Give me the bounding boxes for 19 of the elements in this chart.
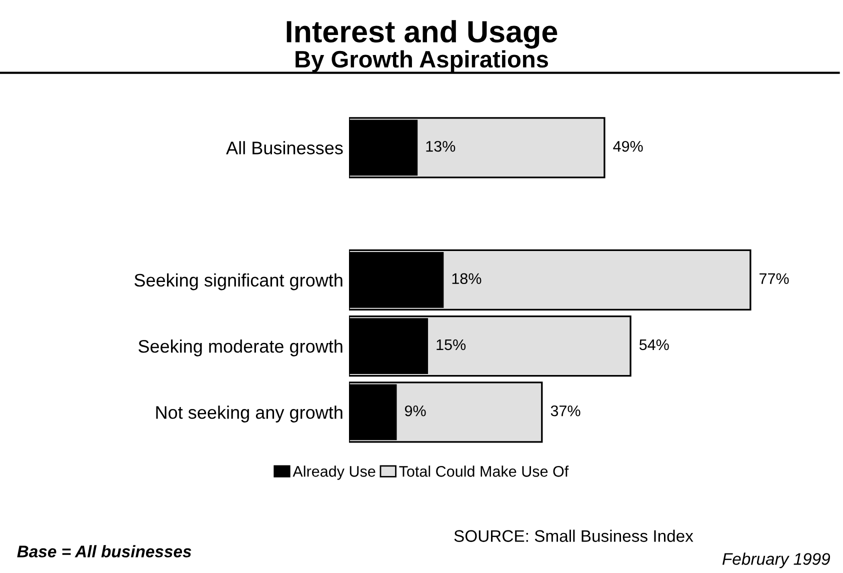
y-tick-label: Seeking moderate growth [138,339,342,356]
text: February 1999 [722,552,830,568]
data-label: 37% [550,405,580,416]
chart-title: Interest and Usage [286,20,558,49]
legend-label: Total Could Make Use Of [399,466,569,477]
y-tick-label: Not seeking any growth [156,406,342,422]
legend-label: Already Use [292,466,376,480]
source-note: SOURCE: Small Business Index [454,530,694,542]
data-label: 18% [452,273,482,284]
data-label: 9% [404,405,426,416]
text: Base = All businesses [17,545,192,558]
data-label: 54% [639,339,669,350]
chart-subtitle: By Growth Aspirations [296,50,548,72]
data-label: 13% [426,140,456,152]
y-tick-label: All Businesses [226,141,343,154]
data-label: 77% [760,273,789,284]
data-label: 15% [436,339,466,350]
y-tick-label: Seeking significant growth [134,273,342,290]
data-label: 49% [613,140,643,152]
